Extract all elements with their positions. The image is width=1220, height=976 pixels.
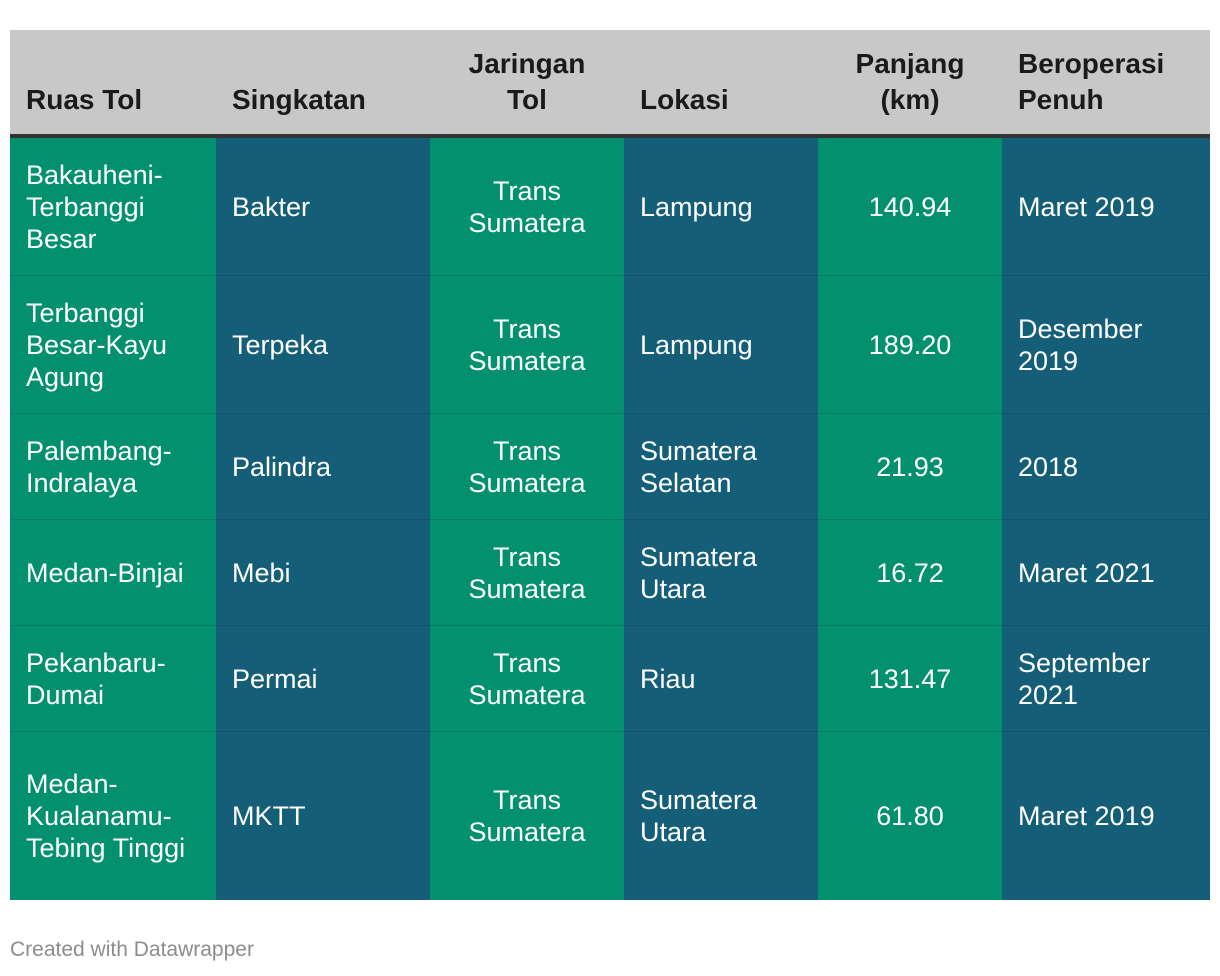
cell-jaringan-tol: Trans Sumatera (430, 731, 624, 900)
table-header: Ruas Tol Singkatan Jaringan Tol Lokasi P… (10, 30, 1210, 138)
cell-singkatan: MKTT (216, 731, 430, 900)
cell-singkatan: Bakter (216, 136, 430, 276)
cell-panjang: 21.93 (818, 413, 1002, 520)
cell-jaringan-tol: Trans Sumatera (430, 413, 624, 520)
header-lokasi[interactable]: Lokasi (624, 30, 818, 138)
cell-beroperasi-penuh: Maret 2019 (1002, 136, 1210, 276)
cell-jaringan-tol: Trans Sumatera (430, 625, 624, 732)
header-singkatan[interactable]: Singkatan (216, 30, 430, 138)
cell-lokasi: Riau (624, 625, 818, 732)
cell-lokasi: Sumatera Utara (624, 519, 818, 626)
cell-jaringan-tol: Trans Sumatera (430, 275, 624, 414)
datawrapper-credit[interactable]: Created with Datawrapper (10, 938, 254, 961)
header-jaringan-tol[interactable]: Jaringan Tol (430, 30, 624, 138)
cell-ruas-tol: Pekanbaru-Dumai (10, 625, 216, 732)
cell-singkatan: Permai (216, 625, 430, 732)
cell-ruas-tol: Terbanggi Besar-Kayu Agung (10, 275, 216, 414)
cell-singkatan: Palindra (216, 413, 430, 520)
cell-lokasi: Sumatera Selatan (624, 413, 818, 520)
header-beroperasi-penuh[interactable]: Beroperasi Penuh (1002, 30, 1210, 138)
cell-lokasi: Lampung (624, 136, 818, 276)
cell-panjang: 140.94 (818, 136, 1002, 276)
cell-lokasi: Lampung (624, 275, 818, 414)
cell-ruas-tol: Bakauheni-Terbanggi Besar (10, 136, 216, 276)
cell-lokasi: Sumatera Utara (624, 731, 818, 900)
cell-ruas-tol: Medan-Binjai (10, 519, 216, 626)
table-row: Palembang-Indralaya Palindra Trans Sumat… (10, 413, 1210, 520)
cell-ruas-tol: Medan-Kualanamu-Tebing Tinggi (10, 731, 216, 900)
cell-panjang: 61.80 (818, 731, 1002, 900)
cell-beroperasi-penuh: Maret 2021 (1002, 519, 1210, 626)
table-row: Pekanbaru-Dumai Permai Trans Sumatera Ri… (10, 625, 1210, 732)
table-row: Terbanggi Besar-Kayu Agung Terpeka Trans… (10, 275, 1210, 414)
cell-singkatan: Terpeka (216, 275, 430, 414)
cell-singkatan: Mebi (216, 519, 430, 626)
table-row: Medan-Binjai Mebi Trans Sumatera Sumater… (10, 519, 1210, 626)
cell-ruas-tol: Palembang-Indralaya (10, 413, 216, 520)
cell-panjang: 131.47 (818, 625, 1002, 732)
cell-jaringan-tol: Trans Sumatera (430, 136, 624, 276)
header-panjang[interactable]: Panjang (km) (818, 30, 1002, 138)
table-row: Bakauheni-Terbanggi Besar Bakter Trans S… (10, 136, 1210, 276)
table-row: Medan-Kualanamu-Tebing Tinggi MKTT Trans… (10, 731, 1210, 900)
toll-road-table: Ruas Tol Singkatan Jaringan Tol Lokasi P… (10, 30, 1210, 900)
cell-jaringan-tol: Trans Sumatera (430, 519, 624, 626)
header-row: Ruas Tol Singkatan Jaringan Tol Lokasi P… (10, 30, 1210, 138)
cell-panjang: 189.20 (818, 275, 1002, 414)
cell-beroperasi-penuh: Desember 2019 (1002, 275, 1210, 414)
toll-road-table-container: Ruas Tol Singkatan Jaringan Tol Lokasi P… (10, 30, 1210, 900)
cell-beroperasi-penuh: 2018 (1002, 413, 1210, 520)
header-ruas-tol[interactable]: Ruas Tol (10, 30, 216, 138)
cell-beroperasi-penuh: September 2021 (1002, 625, 1210, 732)
table-body: Bakauheni-Terbanggi Besar Bakter Trans S… (10, 136, 1210, 900)
cell-beroperasi-penuh: Maret 2019 (1002, 731, 1210, 900)
cell-panjang: 16.72 (818, 519, 1002, 626)
